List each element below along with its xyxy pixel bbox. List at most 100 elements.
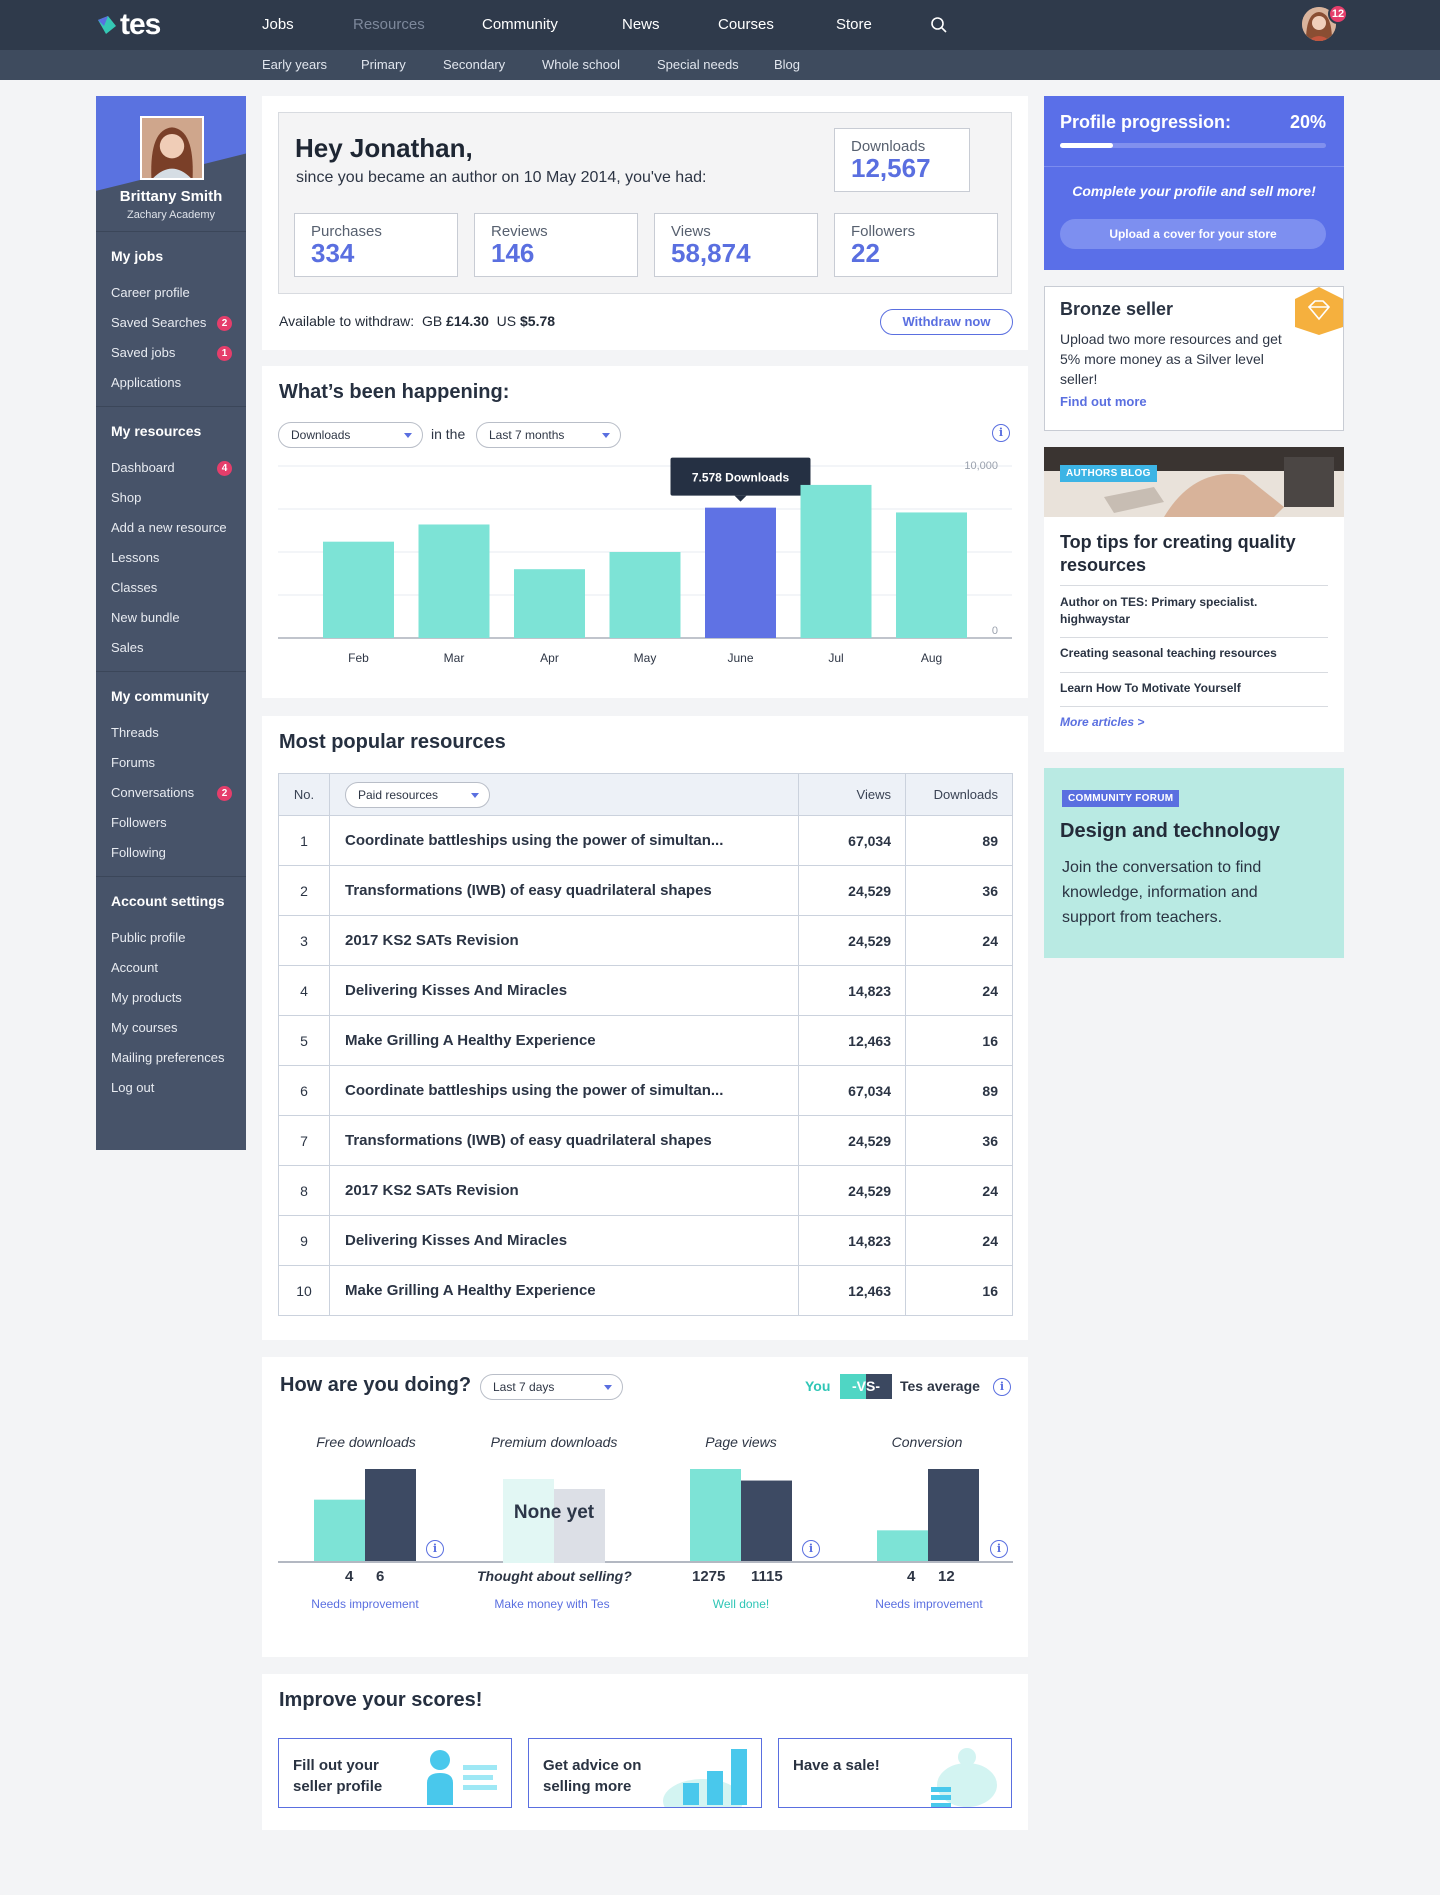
period-select[interactable]: Last 7 months bbox=[476, 422, 621, 448]
blog-article[interactable]: Creating seasonal teaching resources bbox=[1060, 646, 1277, 660]
find-out-more-link[interactable]: Find out more bbox=[1060, 394, 1147, 409]
blog-article[interactable]: Learn How To Motivate Yourself bbox=[1060, 681, 1241, 695]
subnav-primary[interactable]: Primary bbox=[361, 57, 406, 72]
info-icon[interactable]: i bbox=[802, 1540, 820, 1558]
nav-news[interactable]: News bbox=[622, 16, 660, 33]
sidebar-item-dashboard[interactable]: Dashboard 4 bbox=[111, 453, 246, 483]
free-feedback[interactable]: Needs improvement bbox=[311, 1597, 419, 1611]
info-icon[interactable]: i bbox=[990, 1540, 1008, 1558]
sidebar-item-my-courses[interactable]: My courses bbox=[111, 1020, 178, 1035]
table-row[interactable]: 3 2017 KS2 SATs Revision 24,529 24 bbox=[278, 915, 1013, 966]
sidebar-item-public-profile[interactable]: Public profile bbox=[111, 930, 186, 945]
blog-title[interactable]: Top tips for creating quality resources bbox=[1060, 532, 1296, 575]
info-icon[interactable]: i bbox=[993, 1378, 1011, 1396]
sidebar-section-account-settings: Account settings Public profile Account … bbox=[96, 876, 246, 1111]
bar-you bbox=[314, 1499, 365, 1561]
withdraw-now-button[interactable]: Withdraw now bbox=[880, 309, 1013, 335]
sidebar-item-lessons[interactable]: Lessons bbox=[111, 550, 160, 565]
sidebar-item-account[interactable]: Account bbox=[111, 960, 158, 975]
y-tick-label: 0 bbox=[992, 625, 998, 637]
sidebar-item-forums[interactable]: Forums bbox=[111, 755, 156, 770]
community-forum-card[interactable]: COMMUNITY FORUM Design and technology Jo… bbox=[1044, 768, 1344, 958]
resource-title[interactable]: 2017 KS2 SATs Revision bbox=[329, 915, 799, 966]
sidebar-item-career-profile[interactable]: Career profile bbox=[111, 285, 190, 300]
table-row[interactable]: 7 Transformations (IWB) of easy quadrilat… bbox=[278, 1115, 1013, 1166]
tes-logo[interactable]: tes bbox=[96, 8, 161, 42]
sidebar-item-threads[interactable]: Threads bbox=[111, 725, 159, 740]
profile-avatar[interactable] bbox=[140, 116, 204, 180]
info-icon[interactable]: i bbox=[426, 1540, 444, 1558]
table-row[interactable]: 5 Make Grilling A Healthy Experience 12,46… bbox=[278, 1015, 1013, 1066]
search-icon[interactable] bbox=[930, 16, 948, 34]
resource-title[interactable]: Coordinate battleships using the power o… bbox=[329, 815, 799, 866]
sidebar-item-log-out[interactable]: Log out bbox=[111, 1080, 155, 1095]
views-feedback[interactable]: Well done! bbox=[712, 1597, 770, 1611]
table-row[interactable]: 4 Delivering Kisses And Miracles 14,823 24 bbox=[278, 965, 1013, 1016]
bar-feb bbox=[323, 541, 394, 638]
table-row[interactable]: 6 Coordinate battleships using the power … bbox=[278, 1065, 1013, 1116]
sidebar-item-my-products[interactable]: My products bbox=[111, 990, 182, 1005]
resource-title[interactable]: Delivering Kisses And Miracles bbox=[329, 1215, 799, 1266]
sidebar-item-classes[interactable]: Classes bbox=[111, 580, 158, 595]
sidebar-item-shop[interactable]: Shop bbox=[111, 490, 142, 505]
table-row[interactable]: 8 2017 KS2 SATs Revision 24,529 24 bbox=[278, 1165, 1013, 1216]
resource-title[interactable]: Transformations (IWB) of easy quadrilate… bbox=[329, 1115, 799, 1166]
sidebar-heading: My resources bbox=[111, 423, 202, 439]
conversion-feedback[interactable]: Needs improvement bbox=[875, 1597, 983, 1611]
improve-fill-profile[interactable]: Fill out your seller profile bbox=[278, 1738, 512, 1808]
paid-resources-filter[interactable]: Paid resources bbox=[345, 781, 490, 808]
metric-select[interactable]: Downloads bbox=[278, 422, 423, 448]
nav-community[interactable]: Community bbox=[482, 16, 558, 33]
legend-you: You bbox=[805, 1378, 831, 1394]
x-tick-label: Mar bbox=[444, 651, 465, 665]
nav-jobs[interactable]: Jobs bbox=[262, 16, 294, 33]
progression-title: Profile progression: bbox=[1060, 112, 1232, 132]
table-row[interactable]: 2 Transformations (IWB) of easy quadrilat… bbox=[278, 865, 1013, 916]
more-articles-link[interactable]: More articles > bbox=[1060, 715, 1145, 729]
table-row[interactable]: 1 Coordinate battleships using the power … bbox=[278, 815, 1013, 866]
nav-resources[interactable]: Resources bbox=[353, 16, 425, 33]
sidebar-item-add-resource[interactable]: Add a new resource bbox=[111, 520, 227, 535]
subnav-special-needs[interactable]: Special needs bbox=[657, 57, 739, 72]
info-icon[interactable]: i bbox=[992, 424, 1010, 442]
resource-title[interactable]: Coordinate battleships using the power o… bbox=[329, 1065, 799, 1116]
resource-title[interactable]: 2017 KS2 SATs Revision bbox=[329, 1165, 799, 1216]
resource-title[interactable]: Make Grilling A Healthy Experience bbox=[329, 1015, 799, 1066]
nav-courses[interactable]: Courses bbox=[718, 16, 774, 33]
doing-col-title: Free downloads bbox=[316, 1434, 416, 1450]
sidebar-item-following[interactable]: Following bbox=[111, 845, 166, 860]
sidebar-item-saved-searches[interactable]: Saved Searches 2 bbox=[111, 308, 246, 338]
notification-badge[interactable]: 12 bbox=[1328, 4, 1348, 24]
upload-cover-button[interactable]: Upload a cover for your store bbox=[1060, 219, 1326, 249]
subnav-whole-school[interactable]: Whole school bbox=[542, 57, 621, 72]
subnav-secondary[interactable]: Secondary bbox=[443, 57, 506, 72]
doing-col-title: Page views bbox=[705, 1434, 777, 1450]
stat-downloads: Downloads 12,567 bbox=[834, 128, 970, 192]
col-views[interactable]: Views bbox=[798, 773, 906, 816]
popular-resources-table: No. Paid resources Views Downloads 1 Coor… bbox=[278, 773, 1013, 1316]
table-row[interactable]: 9 Delivering Kisses And Miracles 14,823 24 bbox=[278, 1215, 1013, 1266]
table-row[interactable]: 10 Make Grilling A Healthy Experience 12,4… bbox=[278, 1265, 1013, 1316]
sidebar-item-mailing-preferences[interactable]: Mailing preferences bbox=[111, 1050, 225, 1065]
col-downloads[interactable]: Downloads bbox=[905, 773, 1013, 816]
improve-have-a-sale[interactable]: Have a sale! bbox=[778, 1738, 1012, 1808]
nav-store[interactable]: Store bbox=[836, 16, 872, 33]
blog-article[interactable]: Author on TES: Primary specialist. highw… bbox=[1060, 595, 1258, 626]
sidebar-item-applications[interactable]: Applications bbox=[111, 375, 182, 390]
sidebar-item-conversations[interactable]: Conversations 2 bbox=[111, 778, 246, 808]
sidebar-item-saved-jobs[interactable]: Saved jobs 1 bbox=[111, 338, 246, 368]
resource-title[interactable]: Transformations (IWB) of easy quadrilate… bbox=[329, 865, 799, 916]
sidebar-item-new-bundle[interactable]: New bundle bbox=[111, 610, 180, 625]
improve-get-advice[interactable]: Get advice on selling more bbox=[528, 1738, 762, 1808]
doing-period-select[interactable]: Last 7 days bbox=[480, 1374, 623, 1400]
sidebar-item-followers[interactable]: Followers bbox=[111, 815, 167, 830]
subnav-blog[interactable]: Blog bbox=[774, 57, 801, 72]
resource-title[interactable]: Make Grilling A Healthy Experience bbox=[329, 1265, 799, 1316]
premium-feedback[interactable]: Make money with Tes bbox=[494, 1597, 610, 1611]
forum-tag: COMMUNITY FORUM bbox=[1062, 790, 1180, 807]
tooltip-pointer bbox=[734, 495, 747, 502]
sidebar-heading: My jobs bbox=[111, 248, 164, 264]
resource-title[interactable]: Delivering Kisses And Miracles bbox=[329, 965, 799, 1016]
subnav-early-years[interactable]: Early years bbox=[262, 57, 328, 72]
sidebar-item-sales[interactable]: Sales bbox=[111, 640, 144, 655]
